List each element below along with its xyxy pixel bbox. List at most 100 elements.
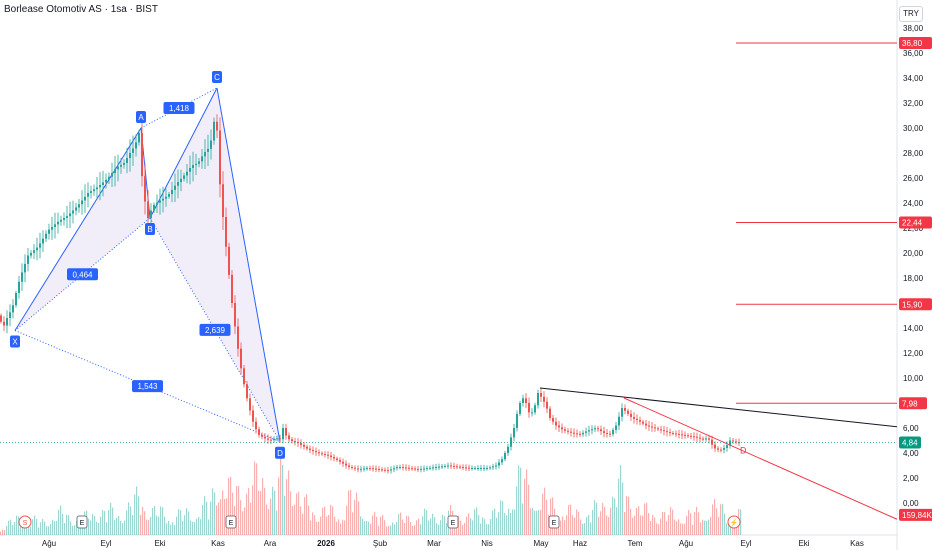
- volume-bar: [202, 505, 203, 535]
- candle-body: [654, 427, 656, 428]
- volume-bar: [330, 505, 331, 535]
- candle-body: [660, 429, 662, 430]
- volume-bar: [634, 516, 635, 535]
- volume-bar: [118, 516, 119, 535]
- volume-bar: [674, 520, 675, 535]
- volume-bar: [304, 497, 305, 535]
- volume-bar: [246, 494, 247, 535]
- candle-body: [102, 182, 104, 185]
- volume-bar: [258, 491, 259, 535]
- volume-bar: [238, 486, 239, 535]
- volume-bar: [478, 515, 479, 535]
- volume-bar: [648, 513, 649, 535]
- candle-body: [48, 230, 50, 234]
- volume-bar: [42, 519, 43, 535]
- candle-body: [165, 197, 167, 199]
- candle-body: [534, 405, 536, 412]
- volume-bar: [614, 498, 615, 535]
- volume-bar: [714, 499, 715, 535]
- volume-bar: [432, 514, 433, 535]
- volume-bar: [364, 521, 365, 535]
- volume-bar: [52, 520, 53, 535]
- volume-bar: [516, 487, 517, 535]
- volume-bar: [298, 492, 299, 535]
- volume-bar: [358, 501, 359, 535]
- candle-body: [630, 414, 632, 417]
- volume-bar: [306, 494, 307, 535]
- candle-body: [33, 250, 35, 253]
- volume-bar: [382, 515, 383, 535]
- event-marker-label: E: [229, 520, 234, 527]
- volume-bar: [318, 522, 319, 535]
- volume-bar: [462, 525, 463, 535]
- volume-bar: [356, 493, 357, 535]
- x-tick-label: Ağu: [679, 539, 693, 548]
- volume-bar: [430, 519, 431, 535]
- volume-bar: [232, 493, 233, 535]
- volume-bar: [352, 512, 353, 535]
- volume-bar: [542, 494, 543, 535]
- volume-bar: [112, 508, 113, 535]
- volume-bar: [178, 509, 179, 535]
- volume-bar: [48, 526, 49, 535]
- x-tick-label: 2026: [317, 539, 335, 548]
- y-tick-label: 34,00: [903, 74, 924, 83]
- candle-body: [30, 253, 32, 256]
- candle-body: [477, 468, 479, 469]
- candle-body: [459, 467, 461, 468]
- y-tick-label: 32,00: [903, 99, 924, 108]
- x-tick-label: Haz: [573, 539, 587, 548]
- candle-body: [564, 429, 566, 431]
- candle-body: [87, 193, 89, 197]
- volume-bar: [468, 513, 469, 535]
- volume-bar: [434, 517, 435, 535]
- volume-bar: [268, 509, 269, 535]
- volume-bar: [252, 485, 253, 535]
- candle-body: [417, 469, 419, 470]
- candle-body: [408, 468, 410, 469]
- volume-bar: [404, 523, 405, 535]
- candle-body: [168, 194, 170, 197]
- volume-bar: [686, 516, 687, 535]
- candle-body: [606, 433, 608, 434]
- volume-bar: [608, 517, 609, 535]
- volume-bar: [266, 504, 267, 535]
- volume-bar: [186, 508, 187, 535]
- candle-body: [174, 186, 176, 190]
- volume-bar: [426, 510, 427, 535]
- candle-body: [192, 165, 194, 168]
- volume-bar: [220, 499, 221, 535]
- candle-body: [66, 216, 68, 218]
- volume-bar: [502, 501, 503, 535]
- candle-body: [348, 466, 350, 468]
- volume-bar: [54, 521, 55, 535]
- volume-bar: [180, 510, 181, 535]
- candle-body: [204, 152, 206, 156]
- candle-body: [246, 384, 248, 398]
- volume-bar: [302, 514, 303, 535]
- volume-bar: [528, 485, 529, 535]
- volume-bar: [200, 519, 201, 535]
- event-marker-label: E: [552, 520, 557, 527]
- currency-badge[interactable]: TRY: [899, 6, 923, 22]
- volume-bar: [574, 518, 575, 535]
- volume-bar: [94, 516, 95, 535]
- volume-bar: [324, 507, 325, 535]
- x-tick-label: Eki: [798, 539, 809, 548]
- volume-bar: [702, 520, 703, 535]
- volume-bar: [312, 512, 313, 535]
- candle-body: [669, 432, 671, 433]
- volume-bar: [658, 524, 659, 535]
- candle-body: [129, 153, 131, 158]
- volume-bar: [254, 461, 255, 535]
- volume-bar: [174, 525, 175, 535]
- candle-body: [24, 264, 26, 272]
- candle-body: [537, 393, 539, 405]
- candle-body: [9, 312, 11, 318]
- volume-bar: [562, 516, 563, 535]
- candle-body: [288, 436, 290, 440]
- candle-body: [636, 419, 638, 420]
- candle-body: [252, 411, 254, 422]
- volume-bar: [486, 524, 487, 535]
